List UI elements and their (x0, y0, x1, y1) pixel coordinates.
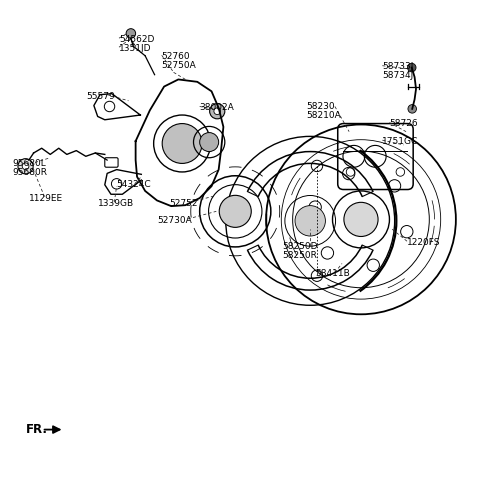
Text: 1339GB: 1339GB (97, 199, 134, 208)
Circle shape (408, 105, 417, 113)
Text: FR.: FR. (25, 423, 48, 436)
Text: 58210A: 58210A (306, 111, 341, 120)
Text: 52730A: 52730A (157, 216, 192, 225)
Text: 58250D: 58250D (283, 243, 318, 251)
Circle shape (344, 202, 378, 237)
Text: 1351JD: 1351JD (119, 44, 152, 53)
Circle shape (22, 163, 29, 169)
Text: 52752: 52752 (169, 199, 197, 208)
Circle shape (162, 124, 202, 164)
Circle shape (210, 104, 225, 119)
Text: 52750A: 52750A (162, 61, 196, 70)
Text: 58726: 58726 (389, 119, 418, 128)
Circle shape (126, 28, 136, 38)
Text: 58733J: 58733J (383, 62, 414, 71)
Circle shape (408, 63, 416, 72)
Text: 1129EE: 1129EE (29, 193, 63, 203)
Text: 58230: 58230 (306, 103, 335, 111)
Text: 54562D: 54562D (119, 35, 155, 44)
Text: 38002A: 38002A (200, 104, 234, 112)
Text: 1751GC: 1751GC (383, 136, 419, 146)
Circle shape (295, 206, 325, 236)
Text: 95680L: 95680L (12, 160, 46, 168)
Text: 54324C: 54324C (117, 180, 151, 189)
Text: 58250R: 58250R (283, 251, 318, 260)
Text: 95680R: 95680R (12, 168, 47, 177)
Circle shape (200, 133, 219, 152)
Text: 52760: 52760 (162, 52, 191, 61)
Text: 55579: 55579 (86, 91, 115, 101)
Text: 58411B: 58411B (315, 270, 350, 278)
Circle shape (18, 159, 33, 174)
Circle shape (214, 108, 220, 114)
Text: 1220FS: 1220FS (407, 238, 441, 246)
Circle shape (219, 195, 251, 227)
Text: 58734J: 58734J (383, 71, 414, 80)
